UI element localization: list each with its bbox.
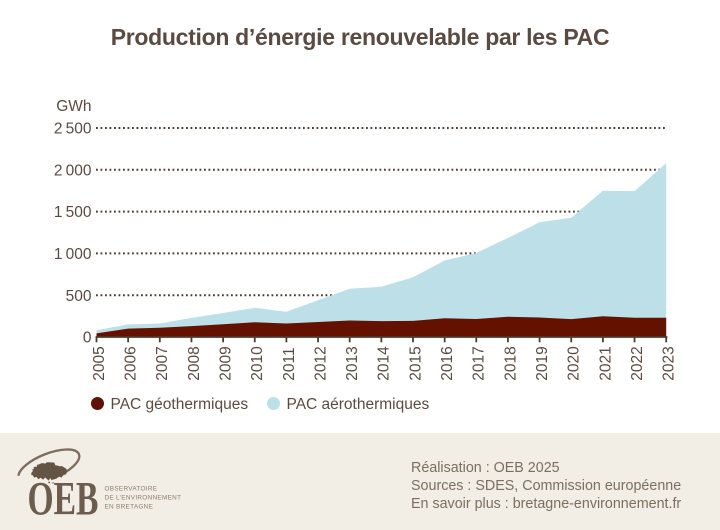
svg-text:2006: 2006: [123, 346, 140, 380]
svg-text:2011: 2011: [281, 347, 298, 380]
svg-text:GWh: GWh: [56, 98, 91, 115]
svg-text:DE L’ENVIRONNEMENT: DE L’ENVIRONNEMENT: [105, 495, 182, 502]
svg-text:2014: 2014: [376, 346, 393, 381]
svg-text:OEB: OEB: [28, 472, 99, 525]
svg-text:2023: 2023: [661, 346, 678, 380]
svg-text:2020: 2020: [566, 346, 583, 381]
svg-text:2012: 2012: [312, 346, 329, 380]
svg-text:2005: 2005: [91, 346, 108, 380]
svg-text:2021: 2021: [597, 346, 614, 380]
svg-text:0: 0: [83, 330, 92, 347]
svg-text:2018: 2018: [502, 346, 519, 380]
svg-text:2016: 2016: [439, 346, 456, 380]
svg-text:2019: 2019: [534, 346, 551, 380]
svg-text:2015: 2015: [407, 346, 424, 380]
svg-text:2008: 2008: [186, 346, 203, 380]
svg-text:EN BRETAGNE: EN BRETAGNE: [105, 504, 154, 511]
svg-text:2017: 2017: [471, 346, 488, 380]
svg-text:2010: 2010: [249, 346, 266, 381]
svg-text:2 000: 2 000: [54, 162, 92, 179]
svg-text:2007: 2007: [154, 346, 171, 380]
svg-text:1 500: 1 500: [54, 204, 92, 221]
svg-text:PAC aérothermiques: PAC aérothermiques: [287, 396, 430, 413]
svg-text:PAC géothermiques: PAC géothermiques: [111, 396, 249, 413]
svg-text:2013: 2013: [344, 346, 361, 380]
svg-text:1 000: 1 000: [54, 246, 92, 263]
svg-text:OBSERVATOIRE: OBSERVATOIRE: [105, 486, 158, 493]
svg-text:500: 500: [66, 288, 92, 305]
svg-text:2009: 2009: [218, 346, 235, 380]
svg-text:2022: 2022: [629, 346, 646, 380]
svg-text:2 500: 2 500: [54, 121, 92, 138]
